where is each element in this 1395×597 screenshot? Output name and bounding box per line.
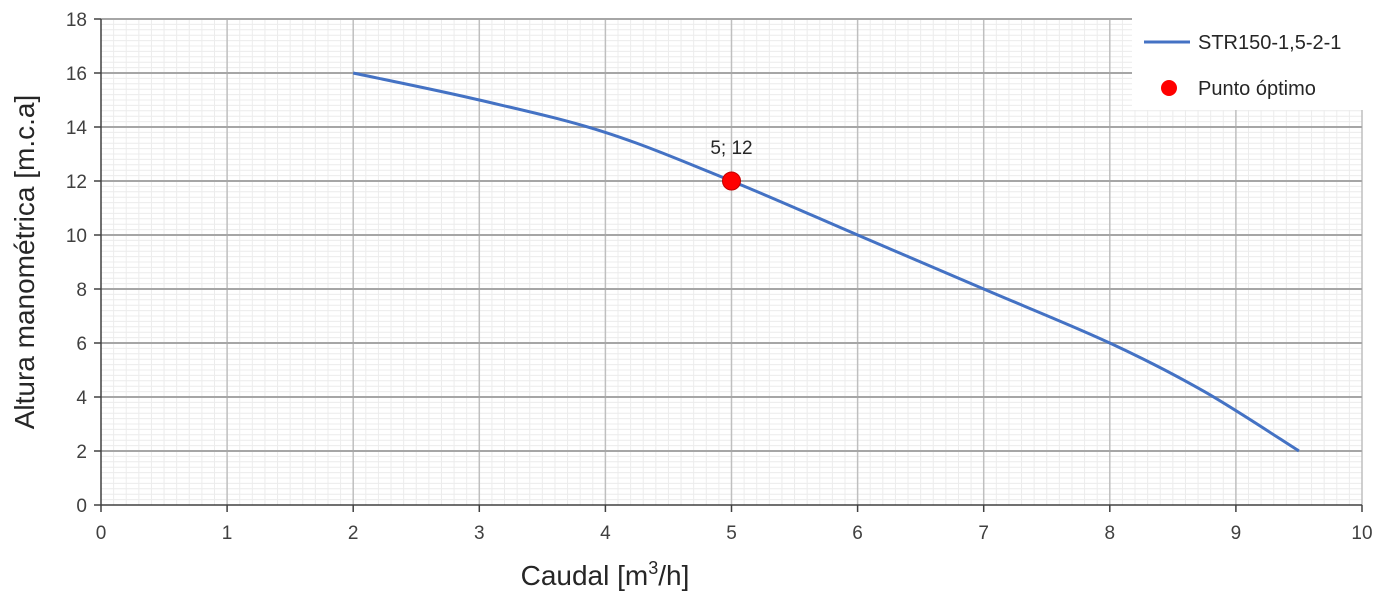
x-tick-label: 9 xyxy=(1231,523,1242,544)
optimal-point-marker xyxy=(722,171,741,191)
y-tick-label: 16 xyxy=(66,64,87,85)
y-tick-label: 6 xyxy=(76,334,87,355)
x-tick-labels: 0 1 2 3 4 5 6 7 8 9 10 xyxy=(96,523,1373,544)
x-axis-title-superscript: 3 xyxy=(648,558,658,578)
x-tick-label: 0 xyxy=(96,523,107,544)
x-axis-title-tail: /h] xyxy=(658,560,689,591)
x-axis-title: Caudal [m3/h] xyxy=(521,558,690,591)
series-line-str150-1-5-2-1 xyxy=(352,71,1300,453)
x-tick-label: 3 xyxy=(474,523,485,544)
y-tick-label: 10 xyxy=(66,226,87,247)
x-tick-label: 2 xyxy=(348,523,359,544)
x-tick-label: 7 xyxy=(978,523,989,544)
x-tick-label: 6 xyxy=(852,523,863,544)
y-tick-label: 18 xyxy=(66,10,87,31)
x-tick-label: 8 xyxy=(1105,523,1116,544)
x-tick-label: 4 xyxy=(600,523,611,544)
axes xyxy=(94,18,1363,512)
points-layer: 5; 12 xyxy=(710,138,753,191)
y-axis-title: Altura manométrica [m.c.a] xyxy=(9,95,40,430)
series-layer xyxy=(352,71,1300,453)
legend: STR150-1,5-2-1 Punto óptimo xyxy=(1132,18,1380,110)
y-tick-label: 12 xyxy=(66,172,87,193)
legend-point-label: Punto óptimo xyxy=(1198,78,1316,100)
y-tick-label: 14 xyxy=(66,118,88,139)
x-tick-label: 5 xyxy=(726,523,737,544)
legend-point-marker xyxy=(1161,80,1177,96)
x-tick-label: 10 xyxy=(1351,523,1372,544)
legend-series-label: STR150-1,5-2-1 xyxy=(1198,32,1341,54)
optimal-point-label: 5; 12 xyxy=(710,138,752,159)
y-tick-label: 0 xyxy=(76,496,87,517)
x-axis-title-main: Caudal [m xyxy=(521,560,649,591)
y-tick-labels: 0 2 4 6 8 10 12 14 16 18 xyxy=(66,10,88,517)
y-tick-label: 4 xyxy=(76,388,87,409)
y-tick-label: 2 xyxy=(76,442,87,463)
x-tick-label: 1 xyxy=(222,523,233,544)
y-tick-label: 8 xyxy=(76,280,87,301)
